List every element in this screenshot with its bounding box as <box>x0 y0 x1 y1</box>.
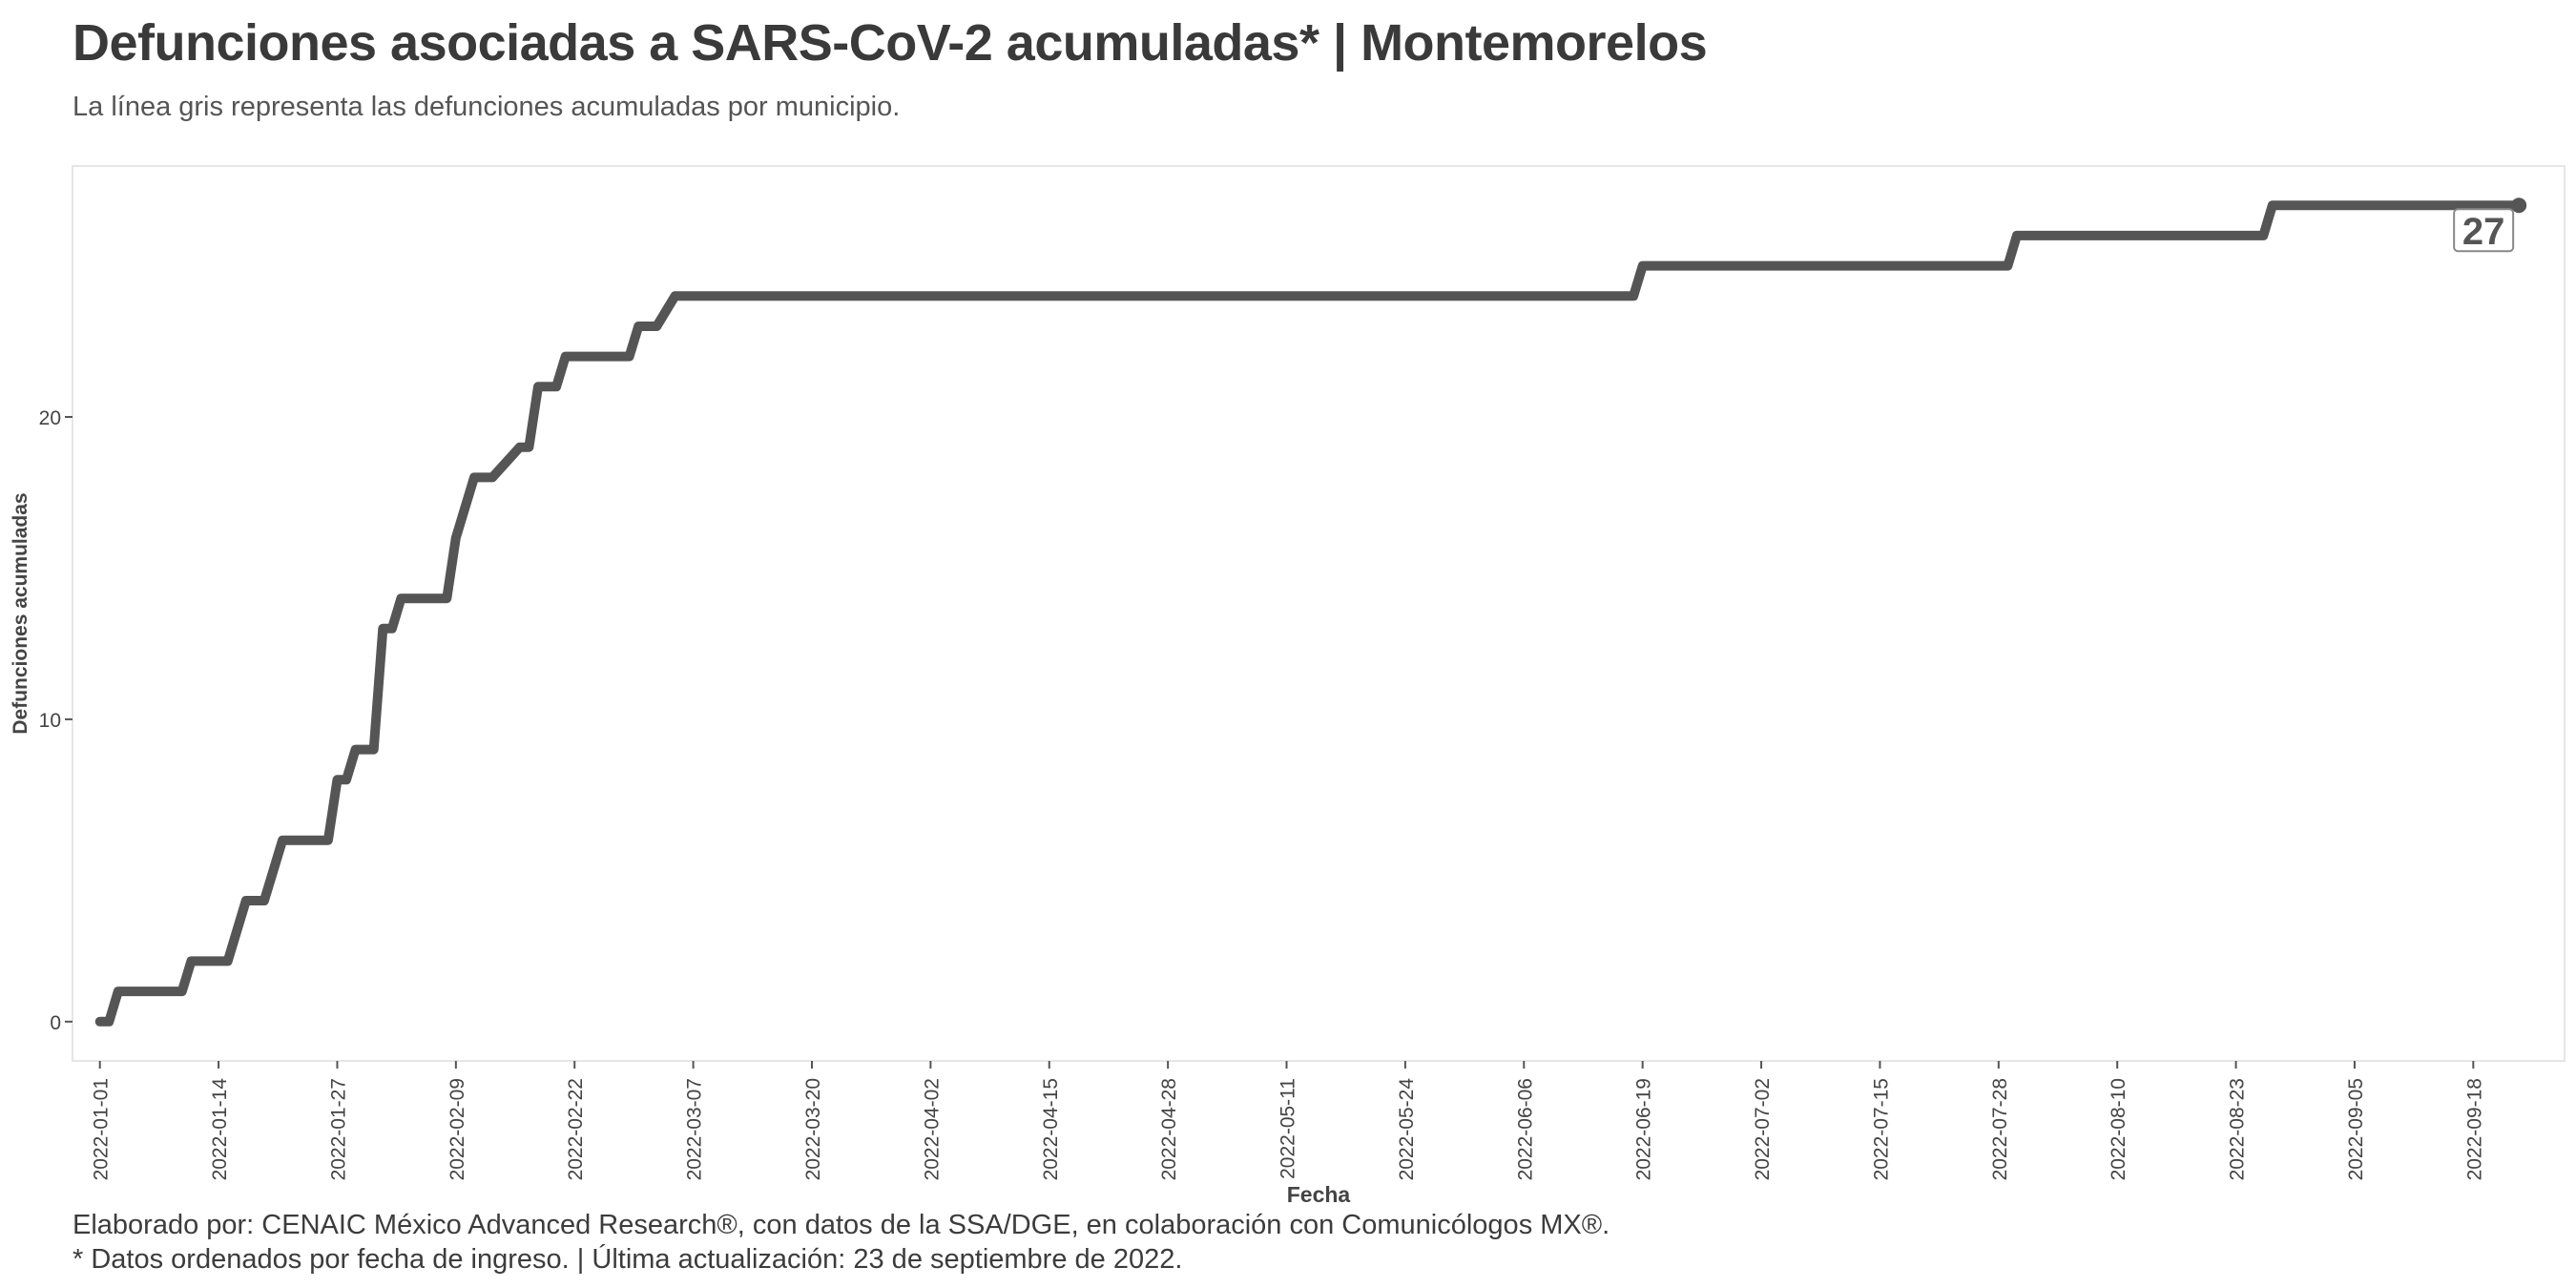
series-end-point <box>2511 197 2527 214</box>
x-tick-label: 2022-03-07 <box>684 1078 706 1180</box>
x-tick-label: 2022-08-10 <box>2108 1078 2129 1180</box>
y-axis: 0 10 20 <box>39 407 73 1034</box>
x-tick-label: 2022-02-22 <box>565 1078 587 1180</box>
y-axis-label: Defunciones acumuladas <box>10 492 31 734</box>
x-tick-label: 2022-08-23 <box>2227 1078 2249 1180</box>
end-value-label: 27 <box>2462 211 2505 253</box>
caption-note: * Datos ordenados por fecha de ingreso. … <box>73 1244 1183 1275</box>
series-line <box>94 200 2524 1027</box>
series-layer: 27 <box>94 197 2527 1027</box>
x-tick-label: 2022-06-19 <box>1633 1078 1655 1180</box>
plot-panel <box>72 165 2566 1062</box>
x-tick-label: 2022-05-24 <box>1396 1078 1418 1181</box>
y-tick-label: 20 <box>39 407 61 429</box>
x-tick-label: 2022-03-20 <box>802 1078 824 1180</box>
x-tick-label: 2022-01-14 <box>209 1078 231 1181</box>
x-tick-label: 2022-04-02 <box>921 1078 943 1180</box>
x-axis-label: Fecha <box>1287 1182 1351 1207</box>
x-tick-label: 2022-05-11 <box>1278 1078 1299 1179</box>
x-tick-label: 2022-06-06 <box>1514 1078 1536 1180</box>
x-tick-label: 2022-02-09 <box>447 1078 468 1180</box>
y-tick-label: 10 <box>39 710 61 732</box>
chart-title: Defunciones asociadas a SARS-CoV-2 acumu… <box>73 14 1708 72</box>
x-tick-label: 2022-07-02 <box>1752 1078 1774 1180</box>
caption-credits: Elaborado por: CENAIC México Advanced Re… <box>73 1210 1610 1240</box>
x-tick-label: 2022-07-15 <box>1870 1078 1892 1180</box>
x-axis: 2022-01-01 2022-01-14 2022-01-27 2022-02-09… <box>91 1061 2485 1181</box>
x-tick-label: 2022-09-18 <box>2463 1078 2485 1180</box>
end-label-box <box>2453 208 2515 253</box>
x-tick-label: 2022-04-28 <box>1158 1078 1180 1180</box>
y-tick-label: 0 <box>50 1012 61 1034</box>
x-tick-label: 2022-09-05 <box>2345 1078 2367 1180</box>
x-tick-label: 2022-01-01 <box>91 1078 113 1180</box>
chart-subtitle: La línea gris representa las defunciones… <box>73 92 901 122</box>
x-tick-label: 2022-01-27 <box>327 1078 349 1180</box>
x-tick-label: 2022-04-15 <box>1040 1078 1062 1180</box>
x-tick-label: 2022-07-28 <box>1989 1078 2011 1180</box>
